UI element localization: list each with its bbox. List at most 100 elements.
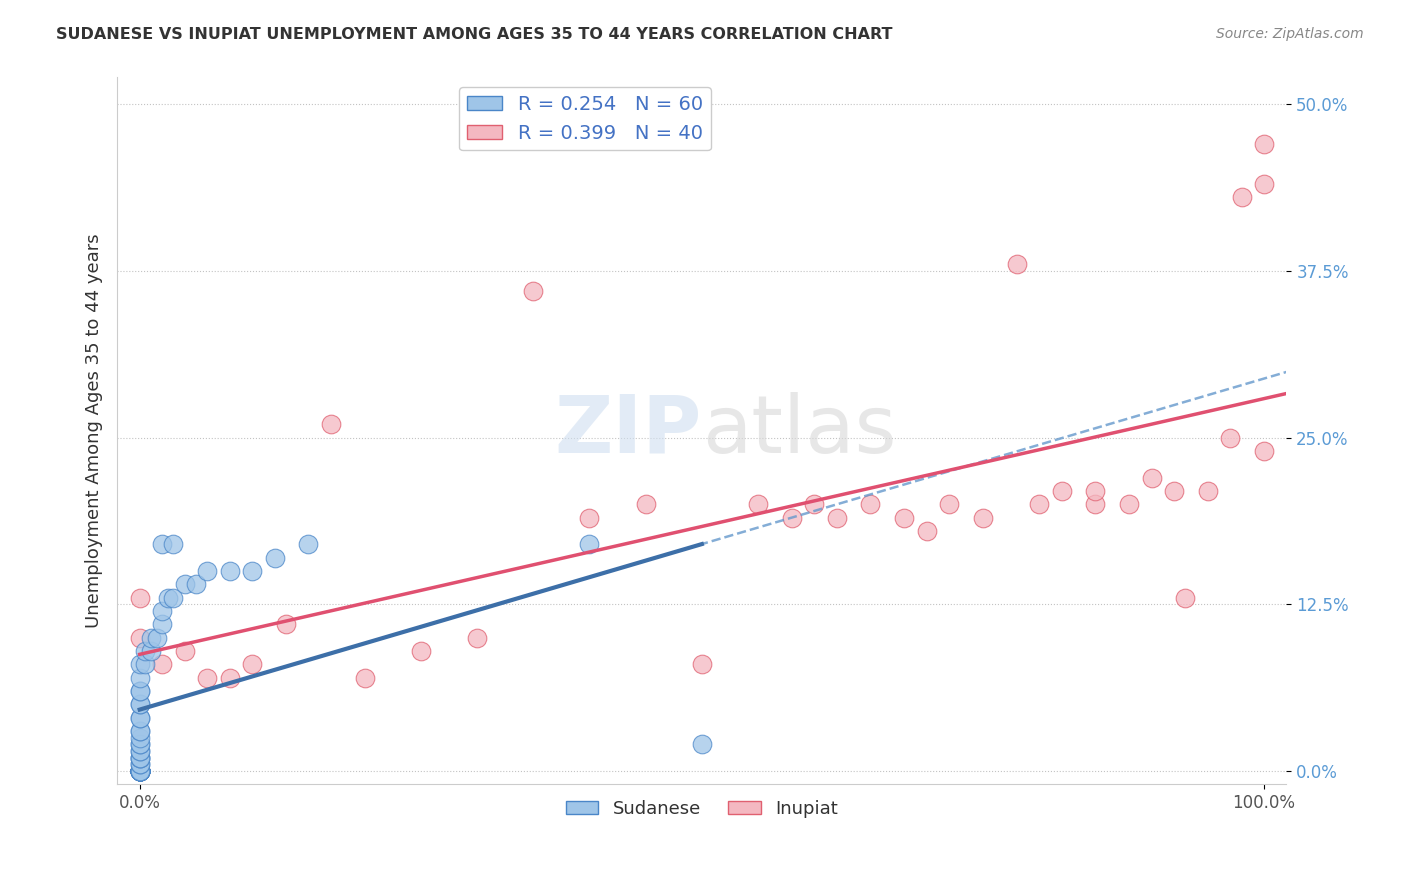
Point	[128, 750, 150, 764]
Point	[150, 657, 173, 672]
Point	[173, 577, 195, 591]
Point	[150, 617, 173, 632]
Point	[128, 764, 150, 778]
Point	[1230, 190, 1253, 204]
Point	[128, 764, 150, 778]
Point	[1163, 483, 1185, 498]
Point	[1197, 483, 1219, 498]
Point	[128, 750, 150, 764]
Point	[465, 631, 488, 645]
Point	[690, 738, 713, 752]
Point	[218, 564, 240, 578]
Point	[578, 510, 600, 524]
Point	[134, 644, 156, 658]
Point	[128, 764, 150, 778]
Point	[634, 497, 657, 511]
Point	[128, 764, 150, 778]
Point	[128, 657, 150, 672]
Point	[128, 711, 150, 725]
Point	[1174, 591, 1197, 605]
Point	[1005, 257, 1028, 271]
Point	[128, 764, 150, 778]
Point	[1253, 177, 1275, 191]
Point	[825, 510, 848, 524]
Point	[139, 644, 162, 658]
Point	[128, 744, 150, 758]
Point	[972, 510, 994, 524]
Y-axis label: Unemployment Among Ages 35 to 44 years: Unemployment Among Ages 35 to 44 years	[86, 234, 103, 628]
Point	[128, 764, 150, 778]
Point	[156, 591, 179, 605]
Point	[128, 671, 150, 685]
Point	[747, 497, 769, 511]
Point	[150, 604, 173, 618]
Point	[128, 764, 150, 778]
Point	[1028, 497, 1050, 511]
Point	[893, 510, 915, 524]
Point	[128, 724, 150, 739]
Point	[274, 617, 297, 632]
Point	[938, 497, 960, 511]
Point	[128, 764, 150, 778]
Text: SUDANESE VS INUPIAT UNEMPLOYMENT AMONG AGES 35 TO 44 YEARS CORRELATION CHART: SUDANESE VS INUPIAT UNEMPLOYMENT AMONG A…	[56, 27, 893, 42]
Point	[128, 764, 150, 778]
Point	[128, 764, 150, 778]
Text: atlas: atlas	[702, 392, 896, 470]
Point	[139, 631, 162, 645]
Point	[128, 764, 150, 778]
Point	[128, 764, 150, 778]
Text: Source: ZipAtlas.com: Source: ZipAtlas.com	[1216, 27, 1364, 41]
Point	[240, 657, 263, 672]
Point	[128, 764, 150, 778]
Point	[162, 537, 184, 551]
Point	[1253, 137, 1275, 152]
Point	[128, 698, 150, 712]
Point	[240, 564, 263, 578]
Point	[128, 738, 150, 752]
Point	[128, 764, 150, 778]
Point	[128, 711, 150, 725]
Point	[128, 724, 150, 739]
Point	[803, 497, 825, 511]
Point	[128, 631, 150, 645]
Point	[1084, 483, 1107, 498]
Point	[145, 631, 167, 645]
Point	[184, 577, 207, 591]
Point	[319, 417, 342, 432]
Point	[134, 657, 156, 672]
Point	[263, 550, 285, 565]
Point	[218, 671, 240, 685]
Point	[690, 657, 713, 672]
Point	[195, 671, 218, 685]
Point	[1084, 497, 1107, 511]
Point	[409, 644, 432, 658]
Point	[195, 564, 218, 578]
Text: ZIP: ZIP	[554, 392, 702, 470]
Point	[128, 764, 150, 778]
Point	[297, 537, 319, 551]
Point	[128, 750, 150, 764]
Point	[128, 591, 150, 605]
Point	[128, 744, 150, 758]
Point	[128, 684, 150, 698]
Point	[150, 537, 173, 551]
Point	[1219, 431, 1241, 445]
Point	[128, 731, 150, 745]
Point	[128, 698, 150, 712]
Point	[162, 591, 184, 605]
Point	[1118, 497, 1140, 511]
Point	[1050, 483, 1073, 498]
Point	[128, 738, 150, 752]
Point	[780, 510, 803, 524]
Point	[173, 644, 195, 658]
Point	[859, 497, 882, 511]
Point	[128, 764, 150, 778]
Legend: Sudanese, Inupiat: Sudanese, Inupiat	[558, 792, 845, 825]
Point	[128, 764, 150, 778]
Point	[128, 757, 150, 772]
Point	[578, 537, 600, 551]
Point	[1140, 470, 1163, 484]
Point	[128, 764, 150, 778]
Point	[915, 524, 938, 538]
Point	[522, 284, 544, 298]
